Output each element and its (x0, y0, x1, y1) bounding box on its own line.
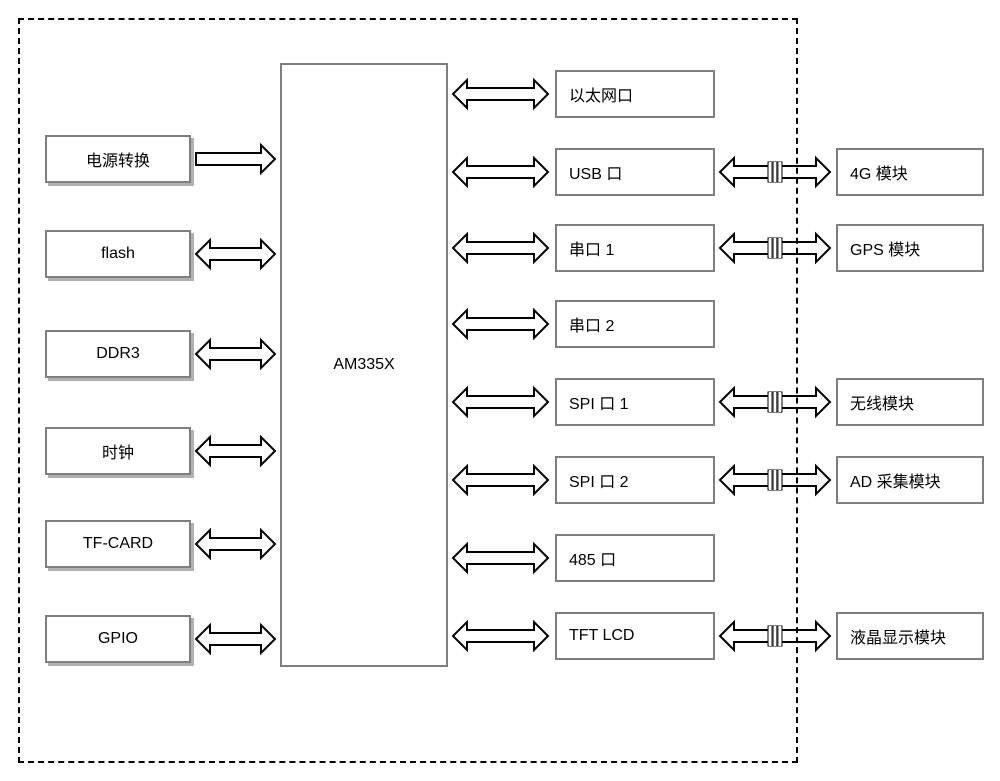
cpu-block: AM335X (280, 63, 448, 667)
port-block-spi2: SPI 口 2 (555, 456, 715, 504)
port-block-uart1: 串口 1 (555, 224, 715, 272)
port-block-rs485-label: 485 口 (569, 546, 616, 570)
port-block-rs485: 485 口 (555, 534, 715, 582)
port-block-eth: 以太网口 (555, 70, 715, 118)
port-block-eth-label: 以太网口 (569, 82, 633, 106)
left-block-clock-label: 时钟 (102, 439, 134, 463)
ext-module-mod_lcd: 液晶显示模块 (836, 612, 984, 660)
left-block-flash-label: flash (101, 245, 135, 263)
port-block-uart2-label: 串口 2 (569, 312, 614, 336)
ext-module-mod_lcd-label: 液晶显示模块 (850, 624, 946, 648)
left-block-gpio-label: GPIO (98, 630, 138, 648)
cpu-label: AM335X (333, 356, 394, 374)
left-block-tfcard: TF-CARD (45, 520, 191, 568)
ext-module-mod_4g-label: 4G 模块 (850, 160, 908, 184)
ext-module-mod_wlan-label: 无线模块 (850, 390, 914, 414)
port-block-usb: USB 口 (555, 148, 715, 196)
ext-module-mod_4g: 4G 模块 (836, 148, 984, 196)
left-block-ddr3-label: DDR3 (96, 345, 140, 363)
port-block-tftlcd-label: TFT LCD (569, 627, 634, 645)
ext-module-mod_wlan: 无线模块 (836, 378, 984, 426)
diagram-html: AM335X 电源转换 flash DDR3 时钟 TF-CARD GPIO 以太网口 USB … (0, 0, 1000, 781)
left-block-clock: 时钟 (45, 427, 191, 475)
left-block-gpio: GPIO (45, 615, 191, 663)
port-block-uart2: 串口 2 (555, 300, 715, 348)
ext-module-mod_gps-label: GPS 模块 (850, 236, 920, 260)
port-block-spi1: SPI 口 1 (555, 378, 715, 426)
port-block-uart1-label: 串口 1 (569, 236, 614, 260)
ext-module-mod_gps: GPS 模块 (836, 224, 984, 272)
ext-module-mod_ad-label: AD 采集模块 (850, 468, 941, 492)
port-block-spi1-label: SPI 口 1 (569, 390, 629, 414)
left-block-power: 电源转换 (45, 135, 191, 183)
ext-module-mod_ad: AD 采集模块 (836, 456, 984, 504)
port-block-spi2-label: SPI 口 2 (569, 468, 629, 492)
left-block-power-label: 电源转换 (86, 147, 150, 171)
left-block-ddr3: DDR3 (45, 330, 191, 378)
port-block-usb-label: USB 口 (569, 160, 622, 184)
left-block-tfcard-label: TF-CARD (83, 535, 153, 553)
left-block-flash: flash (45, 230, 191, 278)
port-block-tftlcd: TFT LCD (555, 612, 715, 660)
